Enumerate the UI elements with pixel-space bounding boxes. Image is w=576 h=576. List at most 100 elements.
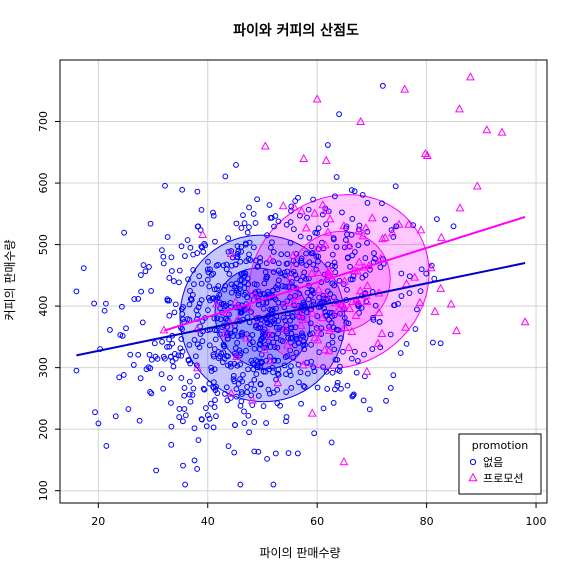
data-point-none (345, 254, 351, 261)
data-point-none (303, 262, 310, 269)
data-point-none (332, 386, 338, 393)
data-point-promo (415, 297, 425, 306)
data-point-none (171, 350, 178, 357)
data-point-none (284, 260, 291, 267)
data-point-none (269, 331, 276, 338)
data-point-none (222, 173, 229, 180)
data-point-promo (420, 149, 430, 158)
data-point-none (344, 231, 350, 238)
data-point-none (252, 289, 259, 296)
data-point-none (210, 384, 216, 390)
data-point-none (253, 281, 260, 288)
data-point-none (227, 363, 234, 370)
data-point-none (314, 384, 321, 391)
data-point-none (237, 350, 244, 356)
data-point-promo (314, 267, 323, 277)
data-point-none (264, 455, 270, 462)
data-point-none (257, 380, 264, 387)
data-point-none (182, 412, 189, 419)
data-point-none (170, 278, 177, 284)
data-point-none (412, 326, 419, 332)
data-point-promo (344, 240, 354, 249)
data-point-none (397, 350, 404, 356)
data-point-none (332, 356, 339, 363)
data-point-none (216, 291, 223, 298)
data-point-promo (446, 299, 456, 308)
data-point-none (159, 338, 165, 345)
plot-border (59, 59, 548, 504)
data-point-none (158, 371, 165, 378)
data-point-none (345, 320, 352, 327)
data-point-promo (296, 320, 306, 329)
data-point-none (255, 301, 262, 308)
data-point-none (210, 212, 217, 219)
data-point-promo (455, 203, 465, 212)
data-point-none (347, 276, 354, 283)
data-point-promo (351, 295, 361, 304)
data-point-none (238, 389, 245, 395)
data-point-none (263, 299, 270, 306)
data-point-none (232, 422, 238, 428)
data-point-promo (297, 206, 306, 215)
data-point-none (275, 267, 282, 274)
data-point-promo (401, 322, 411, 331)
data-point-promo (317, 312, 327, 322)
y-tick-label: 600 (37, 173, 50, 194)
data-point-none (251, 281, 258, 288)
data-point-none (253, 371, 260, 378)
data-point-none (176, 279, 182, 286)
data-point-none (306, 234, 313, 241)
data-point-none (233, 285, 240, 292)
data-point-none (223, 261, 230, 268)
data-point-none (131, 296, 138, 302)
data-point-none (181, 392, 188, 399)
data-point-none (379, 200, 385, 207)
data-point-none (292, 342, 298, 349)
data-point-none (290, 226, 297, 233)
data-point-none (186, 301, 193, 308)
data-point-none (189, 392, 196, 398)
data-point-none (167, 353, 174, 360)
data-point-none (249, 332, 256, 338)
data-point-none (217, 316, 224, 323)
legend-marker-circle (469, 458, 477, 466)
data-point-none (164, 234, 171, 240)
data-point-none (251, 419, 258, 425)
data-point-none (228, 248, 235, 254)
data-point-none (252, 220, 259, 226)
data-point-none (323, 368, 330, 375)
data-point-promo (265, 254, 275, 263)
data-point-none (377, 264, 384, 271)
data-point-none (273, 305, 279, 312)
data-point-promo (377, 328, 387, 338)
data-point-none (430, 339, 436, 346)
data-point-none (308, 358, 315, 365)
data-point-none (145, 364, 152, 371)
data-point-none (348, 355, 355, 362)
data-point-none (333, 174, 340, 180)
data-point-promo (307, 268, 317, 277)
regression-line-none (76, 262, 526, 357)
data-point-none (246, 224, 252, 231)
data-point-none (223, 302, 229, 309)
data-point-none (148, 390, 155, 397)
data-point-none (366, 406, 373, 413)
data-point-none (303, 250, 310, 257)
data-point-none (180, 316, 186, 323)
data-point-none (349, 276, 356, 283)
data-point-promo (250, 290, 260, 299)
data-point-promo (280, 324, 290, 333)
data-point-promo (314, 285, 324, 294)
data-point-none (329, 369, 336, 376)
data-point-none (171, 309, 178, 316)
data-point-none (224, 397, 231, 404)
data-point-none (212, 238, 218, 245)
data-point-none (292, 292, 299, 299)
data-point-promo (192, 363, 202, 372)
data-point-none (292, 272, 299, 278)
y-tick-label: 300 (37, 357, 50, 378)
data-point-none (320, 405, 327, 412)
data-point-promo (362, 281, 372, 290)
data-point-none (232, 261, 239, 268)
data-point-promo (292, 291, 302, 300)
